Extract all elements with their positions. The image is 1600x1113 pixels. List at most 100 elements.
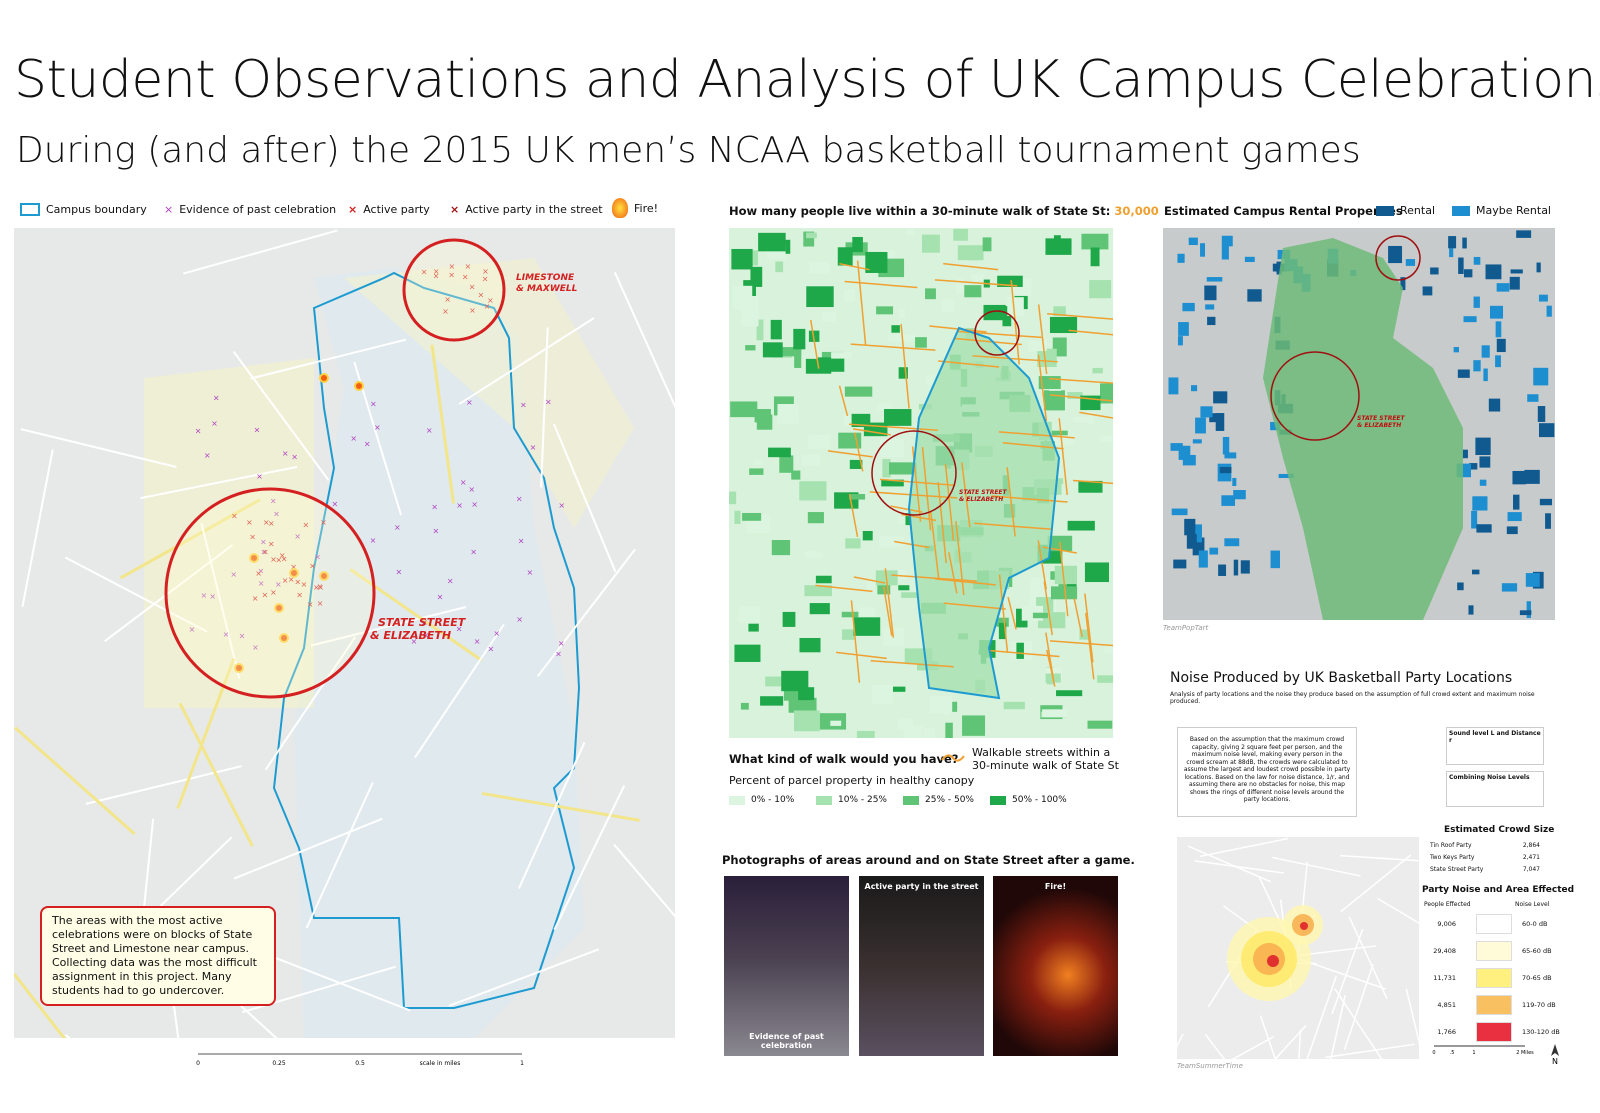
rental-parcel xyxy=(1224,538,1240,547)
walkable-street xyxy=(938,360,1000,368)
rental-parcel xyxy=(1276,261,1282,275)
road xyxy=(232,350,330,481)
scale-label: 1 xyxy=(1472,1050,1475,1056)
legend-label: Campus boundary xyxy=(46,203,147,216)
parcel xyxy=(889,462,917,475)
parcel xyxy=(750,266,763,287)
map-marker: × xyxy=(395,568,402,577)
parcel xyxy=(1100,383,1113,404)
road xyxy=(1340,854,1419,862)
noise-swatch xyxy=(1476,1021,1512,1042)
rental-parcel xyxy=(1448,236,1457,249)
walkable-street xyxy=(955,521,965,595)
noise-ring xyxy=(1300,922,1308,930)
area-label: & ELIZABETH xyxy=(1357,422,1401,429)
campus-boundary xyxy=(272,271,581,1009)
rental-parcel xyxy=(1489,305,1504,319)
parcel xyxy=(771,539,791,556)
walkable-street xyxy=(1037,304,1048,375)
crowd-row: Tin Roof Party 2,864 xyxy=(1430,840,1550,852)
noise-swatch xyxy=(1476,940,1512,961)
walkable-street xyxy=(854,432,864,472)
rental-parcel xyxy=(1177,253,1185,263)
rental-parcel xyxy=(1178,445,1191,460)
legend-item: Rental xyxy=(1376,204,1435,217)
rental-parcel xyxy=(1195,417,1206,434)
crowd-row: State Street Party 7,047 xyxy=(1430,864,1550,876)
map-marker: × xyxy=(465,262,472,271)
rental-parcel xyxy=(1449,248,1454,258)
parcel xyxy=(1067,392,1083,399)
map-marker: × xyxy=(433,272,440,281)
parcel xyxy=(765,676,782,687)
people-effected: 29,408 xyxy=(1433,946,1456,955)
parcel xyxy=(1087,720,1113,729)
parcel xyxy=(770,319,782,340)
road xyxy=(553,785,626,931)
road xyxy=(1340,854,1412,913)
parcel xyxy=(837,247,853,266)
rental-parcel xyxy=(1207,316,1216,326)
parcel xyxy=(897,718,914,730)
rental-parcel xyxy=(1405,259,1416,266)
rental-parcel xyxy=(1422,286,1433,296)
parcel xyxy=(734,644,761,662)
legend-swatch xyxy=(729,795,745,805)
area-title: Party Noise and Area Effected xyxy=(1422,885,1575,895)
road xyxy=(1272,856,1361,877)
parcel xyxy=(867,581,875,593)
map-marker: × xyxy=(545,398,552,407)
rental-parcel xyxy=(1472,496,1488,511)
noise-level: 65-60 dB xyxy=(1522,946,1552,955)
legend-label: 10% - 25% xyxy=(838,795,887,805)
map-marker: × xyxy=(303,520,310,529)
map-marker: × xyxy=(211,419,218,428)
road xyxy=(14,972,66,1038)
road xyxy=(250,338,407,380)
walkable-street xyxy=(1047,312,1113,320)
legend-line: 30-minute walk of State St xyxy=(972,759,1119,772)
panel-title-text: How many people live within a 30-minute … xyxy=(729,204,1111,218)
streets-legend: Walkable streets within a 30-minute walk … xyxy=(972,746,1119,772)
parcel xyxy=(921,234,940,253)
rental-parcel xyxy=(1469,463,1478,470)
map-marker: × xyxy=(268,519,275,528)
map-marker: × xyxy=(469,306,476,315)
parcel xyxy=(865,251,888,273)
parcel xyxy=(906,228,915,235)
road xyxy=(613,843,675,918)
hotspot-circle xyxy=(402,238,506,342)
walkable-street xyxy=(815,584,873,593)
rental-parcel xyxy=(1519,610,1532,616)
formula-title: Sound level L and Distance r xyxy=(1449,730,1541,744)
walkable-street xyxy=(954,337,1022,346)
formula-box: Sound level L and Distance r xyxy=(1446,727,1544,765)
celebration-map: × × × × × × × × × × × × × × × × × × × × × × × × × × × × × × × × × × × × × × × ×… xyxy=(14,228,675,1038)
legend-swatch: × xyxy=(348,203,358,216)
parcel xyxy=(996,617,1009,627)
noise-subtitle: Analysis of party locations and the nois… xyxy=(1170,691,1535,705)
legend-item: 0% - 10% xyxy=(729,795,816,805)
map-marker: × xyxy=(290,562,297,571)
road xyxy=(310,606,467,647)
people-effected: 9,006 xyxy=(1437,919,1456,928)
parcel xyxy=(768,447,791,458)
rental-parcel xyxy=(1178,322,1189,336)
parcel xyxy=(925,375,934,385)
rental-parcel xyxy=(1198,550,1208,568)
fire-marker xyxy=(234,663,244,673)
map-marker: × xyxy=(370,400,377,409)
rental-parcel xyxy=(1209,547,1219,555)
rental-parcel xyxy=(1485,264,1502,280)
walkable-street xyxy=(870,659,954,668)
parcel xyxy=(777,347,802,357)
hotspot-circle xyxy=(1375,235,1421,281)
map-marker: × xyxy=(468,485,475,494)
noise-title: Noise Produced by UK Basketball Party Lo… xyxy=(1170,670,1513,686)
parcel xyxy=(844,414,858,426)
road xyxy=(183,229,338,275)
parcel xyxy=(941,299,955,313)
rental-parcel xyxy=(1221,495,1236,506)
walkable-street xyxy=(921,447,932,531)
map-marker: × xyxy=(296,591,303,600)
